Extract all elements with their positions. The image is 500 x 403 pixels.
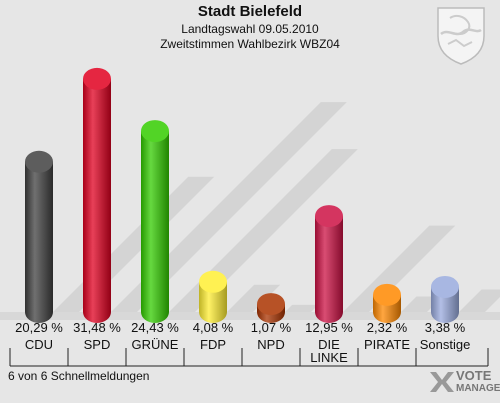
- brand-line2: MANAGER: [456, 383, 500, 394]
- bar-sonstige: [431, 275, 459, 323]
- chart-subtitle-district: Zweitstimmen Wahlbezirk WBZ04: [160, 37, 340, 51]
- bar-shadow: [227, 284, 281, 312]
- bar-fdp: [199, 270, 227, 323]
- bar-npd: [257, 293, 285, 323]
- value-label: 20,29 %: [15, 320, 63, 335]
- chart-title: Stadt Bielefeld: [197, 3, 303, 20]
- category-label: FDP: [200, 337, 226, 352]
- category-label: PIRATE: [364, 337, 410, 352]
- value-label: 2,32 %: [366, 320, 408, 335]
- chart-floor: [0, 312, 500, 320]
- value-label: 12,95 %: [305, 320, 353, 335]
- bar-spd: [83, 67, 111, 323]
- bar-grüne: [141, 120, 169, 323]
- bar-die-linke: [315, 205, 343, 323]
- bar-shadow: [459, 289, 500, 312]
- value-label: 31,48 %: [73, 320, 121, 335]
- category-label: DIE LINKE: [310, 337, 348, 365]
- bar-shadow: [285, 304, 319, 312]
- coat-of-arms-icon: [437, 7, 485, 65]
- bar-shadow: [111, 102, 347, 312]
- brand-line1: VOTE: [456, 368, 492, 383]
- bar-shadow: [343, 225, 456, 312]
- votemanager-logo: VOTE MANAGER: [428, 366, 500, 403]
- chart-subtitle-election: Landtagswahl 09.05.2010: [181, 22, 319, 36]
- category-label: NPD: [257, 337, 285, 352]
- category-label: SPD: [83, 337, 111, 352]
- report-status: 6 von 6 Schnellmeldungen: [8, 369, 150, 383]
- value-label: 4,08 %: [192, 320, 234, 335]
- value-label: 1,07 %: [250, 320, 292, 335]
- value-label: 24,43 %: [131, 320, 179, 335]
- bar-pirate: [373, 283, 401, 323]
- value-label: 3,38 %: [424, 320, 466, 335]
- category-label: Sonstige: [419, 337, 471, 352]
- category-label: GRÜNE: [131, 337, 179, 352]
- bar-cdu: [25, 150, 53, 323]
- category-label: CDU: [24, 337, 54, 352]
